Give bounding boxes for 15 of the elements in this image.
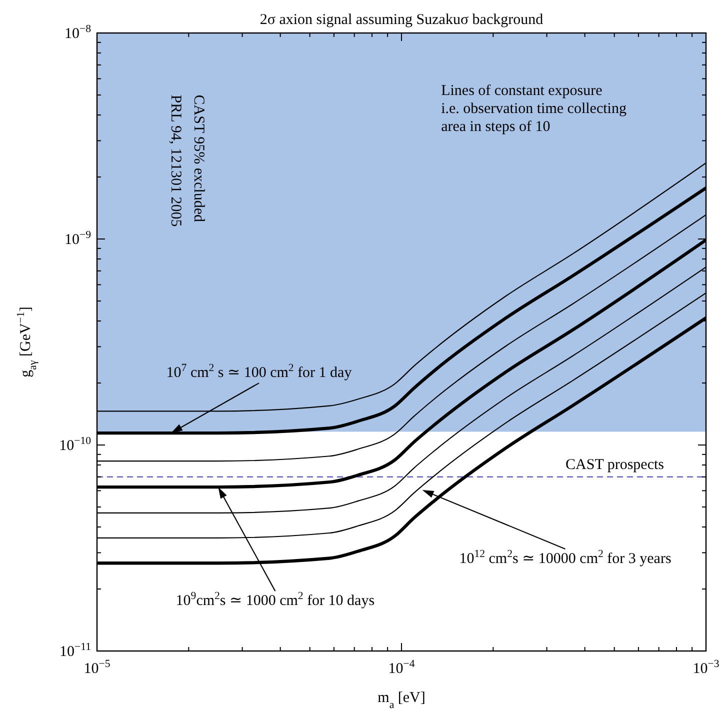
x-axis-title: m$_{a}$ [eV]	[378, 690, 426, 711]
annotation: 10$^{7}$ cm$^{2}$ s ≃ 100 cm$^{2}$ for 1 day	[166, 362, 352, 382]
annotation: 10$^{9}$cm$^{2}$s ≃ 1000 cm$^{2}$ for 10 days	[176, 590, 375, 610]
y-tick-label: 10$^{−10}$	[59, 435, 91, 454]
annotation: 10$^{12}$ cm$^{2}$s ≃ 10000 cm$^{2}$ for 3 years	[459, 548, 672, 567]
y-tick-label: 10$^{−8}$	[64, 23, 91, 42]
band-label: CAST 95% excluded PRL 94, 121301 2005	[167, 94, 206, 227]
ref-line-label: CAST prospects	[566, 456, 664, 473]
x-tick-label: 10$^{−3}$	[692, 658, 720, 677]
chart-title: 2σ axion signal assuming Suzakuσ background	[260, 12, 544, 28]
x-tick-label: 10$^{−5}$	[84, 658, 110, 677]
x-tick-label: 10$^{−4}$	[388, 658, 416, 677]
annotation: Lines of constant exposure i.e. observation time collecting area in steps of 10	[441, 82, 627, 135]
y-tick-label: 10$^{−11}$	[60, 641, 91, 660]
y-tick-label: 10$^{−9}$	[64, 229, 91, 248]
